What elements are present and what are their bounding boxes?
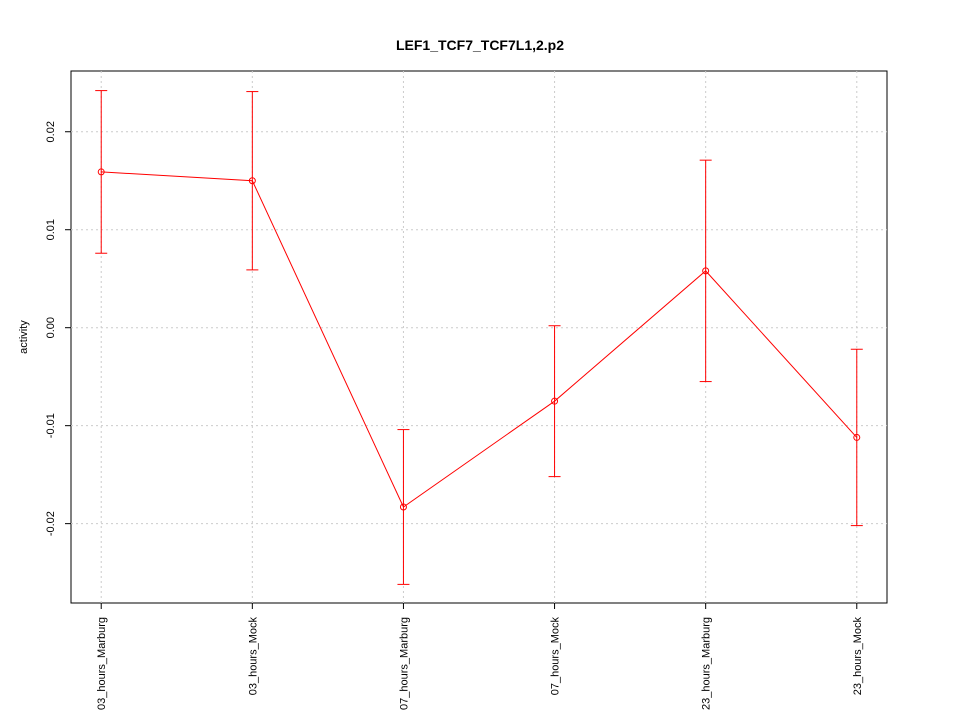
x-tick-label: 07_hours_Marburg bbox=[398, 617, 410, 710]
x-tick-label: 03_hours_Marburg bbox=[96, 617, 108, 710]
error-bar bbox=[246, 91, 259, 271]
y-tick-label: 0.00 bbox=[45, 317, 57, 338]
point bbox=[853, 433, 861, 441]
error-bar bbox=[95, 90, 108, 254]
y-axis-label: activity bbox=[18, 320, 30, 354]
point bbox=[248, 177, 256, 185]
error-bar bbox=[850, 348, 863, 527]
plot-frame bbox=[70, 70, 888, 604]
point bbox=[551, 397, 559, 405]
error-bar bbox=[699, 159, 712, 383]
y-tick-label: -0.01 bbox=[45, 413, 57, 438]
x-tick-label: 23_hours_Mock bbox=[852, 617, 864, 696]
series-line bbox=[101, 171, 858, 508]
x-tick-label: 07_hours_Mock bbox=[550, 617, 562, 696]
x-tick-label: 23_hours_Marburg bbox=[701, 617, 713, 710]
point bbox=[702, 267, 710, 275]
y-tick-label: -0.02 bbox=[45, 511, 57, 536]
y-tick-label: 0.02 bbox=[45, 121, 57, 142]
error-bar bbox=[548, 325, 561, 478]
x-tick-label: 03_hours_Mock bbox=[247, 617, 259, 696]
point bbox=[399, 503, 407, 511]
y-tick-label: 0.01 bbox=[45, 219, 57, 240]
error-bar bbox=[397, 429, 410, 585]
point bbox=[97, 168, 105, 176]
chart-title: LEF1_TCF7_TCF7L1,2.p2 bbox=[396, 37, 564, 53]
